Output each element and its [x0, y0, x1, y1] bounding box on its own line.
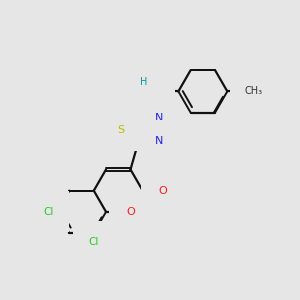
Text: O: O: [158, 186, 167, 196]
Text: N: N: [154, 136, 163, 146]
Text: S: S: [117, 125, 124, 135]
Text: Cl: Cl: [88, 237, 99, 247]
Text: Cl: Cl: [43, 207, 54, 217]
Text: N: N: [154, 113, 163, 123]
Text: H: H: [140, 76, 148, 87]
Text: O: O: [126, 207, 135, 217]
Text: N: N: [150, 86, 158, 96]
Text: CH₃: CH₃: [245, 86, 263, 96]
